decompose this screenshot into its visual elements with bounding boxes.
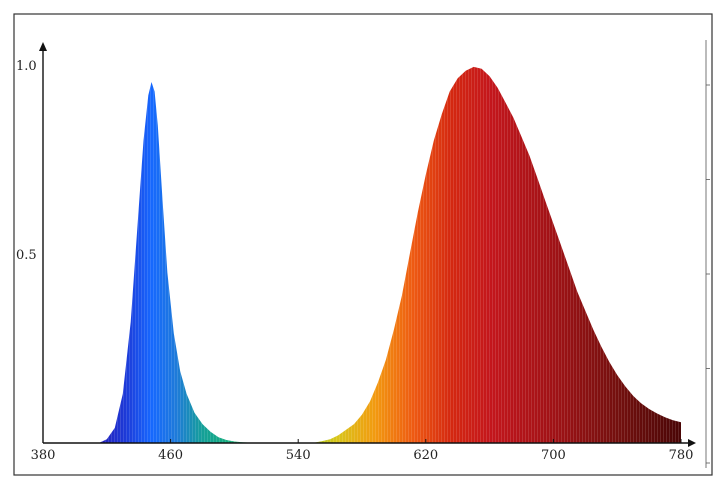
x-tick-label-620: 620 (413, 448, 438, 463)
right-axis-ticks (706, 84, 710, 464)
x-tick-label-540: 540 (286, 448, 311, 463)
x-tick-label-380: 380 (31, 448, 56, 463)
series-areas (98, 66, 681, 444)
y-axis-ticks: 0.5 1.0 (16, 59, 37, 263)
x-tick-label-780: 780 (669, 448, 694, 463)
series-1-stripes (98, 82, 259, 443)
y-axis-arrow (39, 42, 47, 51)
x-axis-arrow (688, 439, 696, 447)
x-tick-label-700: 700 (541, 448, 566, 463)
outer-frame (13, 13, 713, 476)
x-tick-label-460: 460 (158, 448, 183, 463)
y-tick-label-1-0: 1.0 (16, 59, 37, 74)
y-tick-label-0-5: 0.5 (16, 248, 37, 263)
x-axis-ticks: 380 460 540 620 700 780 (31, 439, 694, 463)
series-2-stripes (312, 66, 681, 444)
